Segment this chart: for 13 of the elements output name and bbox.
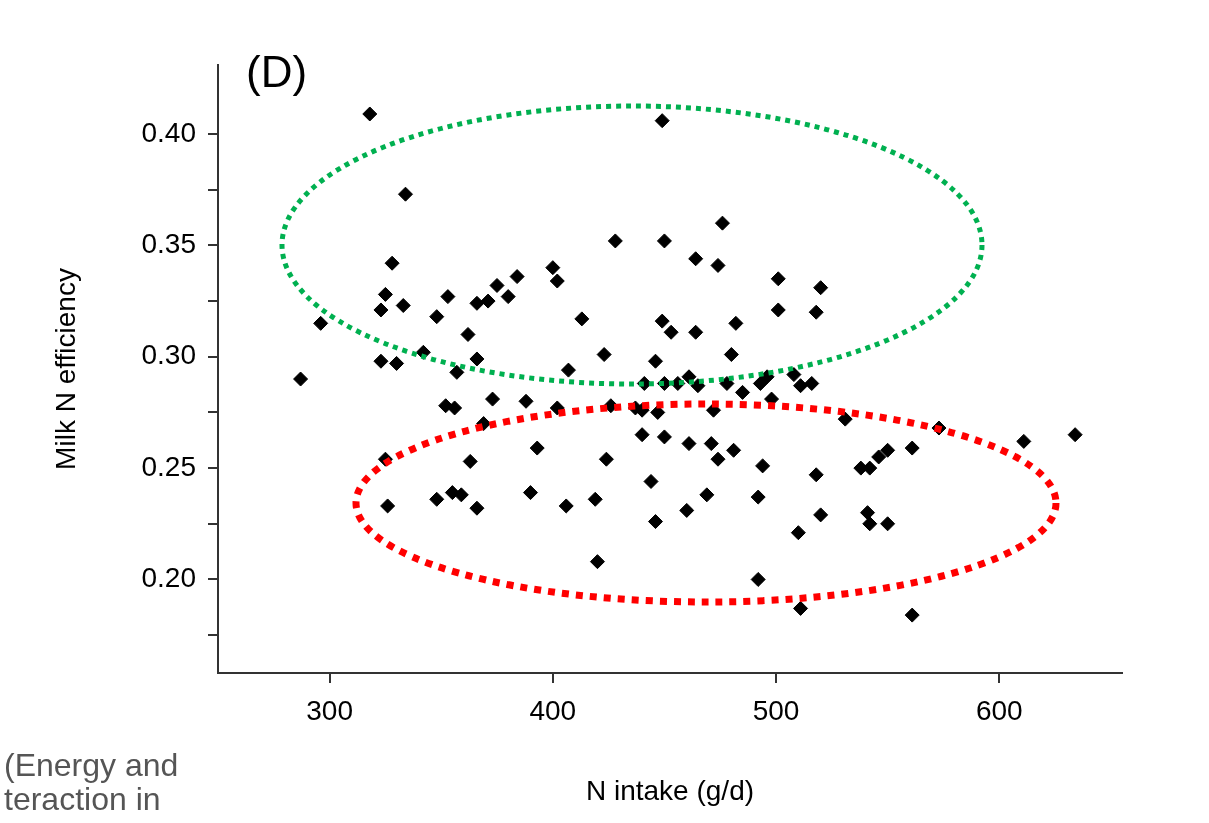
x-tick-label: 600	[975, 694, 1023, 726]
x-tick-label: 300	[306, 694, 353, 726]
y-tick-label: 0.25	[141, 450, 196, 482]
y-tick-label: 0.40	[141, 116, 196, 148]
y-tick-label: 0.30	[141, 339, 196, 371]
chart-title: (D)	[246, 47, 308, 97]
y-axis-title: Milk N efficiency	[49, 268, 81, 470]
text: (Energy and	[4, 747, 179, 783]
x-tick-label: 500	[752, 694, 800, 726]
x-tick-label: 400	[529, 694, 577, 726]
x-axis-title: N intake (g/d)	[585, 774, 755, 806]
y-tick-label: 0.35	[141, 228, 196, 260]
y-tick-label: 0.20	[141, 562, 196, 594]
